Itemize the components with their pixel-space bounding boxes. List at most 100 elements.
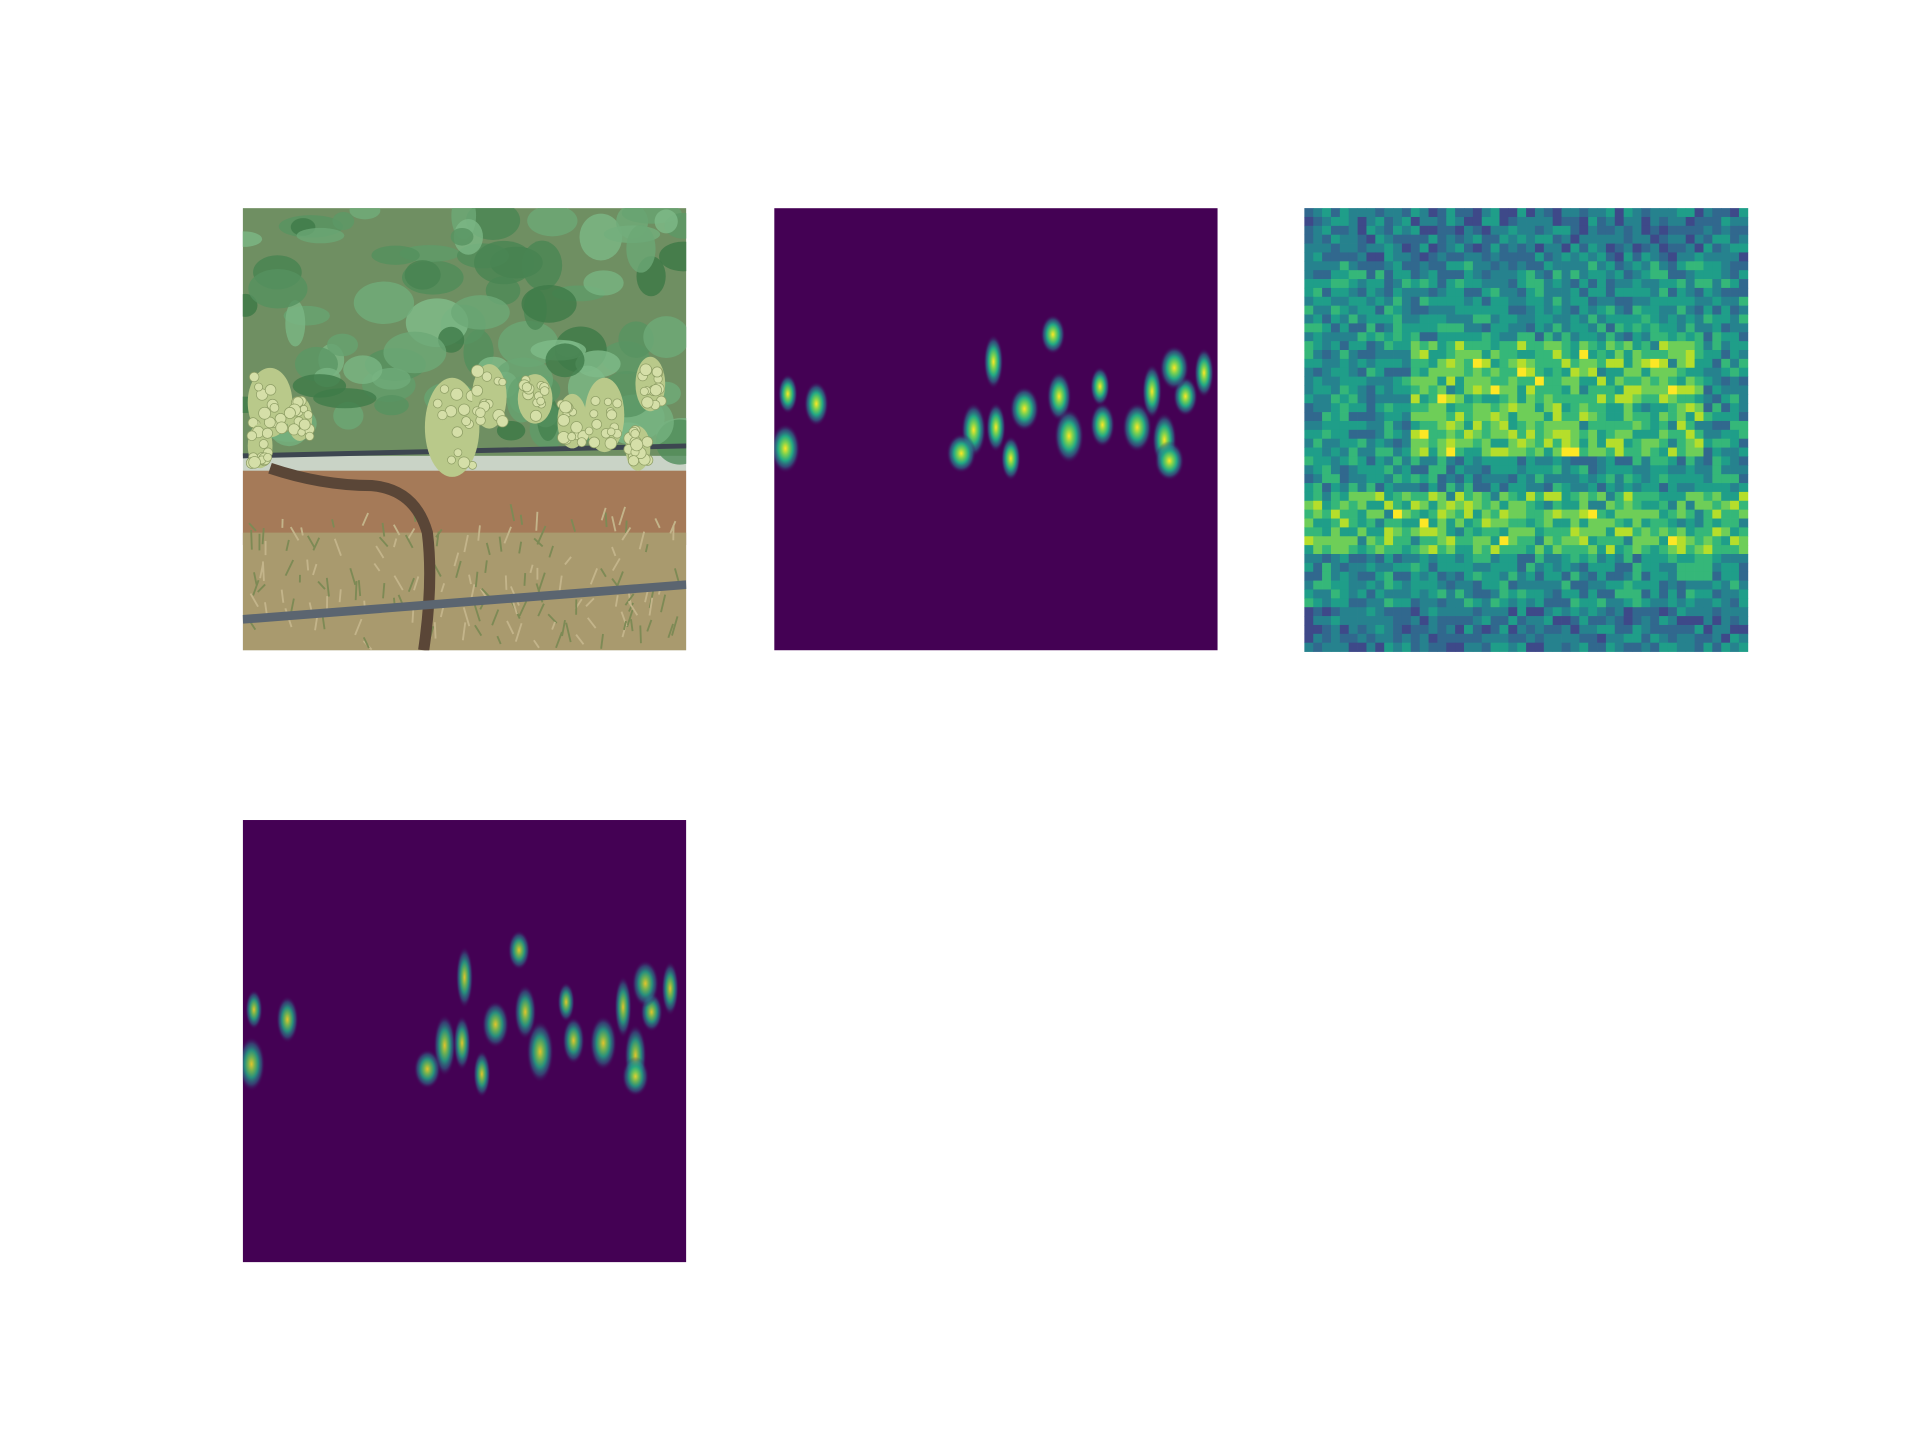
heatmap-cell: [1357, 491, 1367, 502]
heatmap-cell: [1508, 270, 1518, 280]
heatmap-cell: [1570, 527, 1580, 537]
heatmap-cell: [1472, 483, 1483, 493]
heatmap-cell: [1472, 465, 1483, 475]
heatmap-cell: [1730, 270, 1740, 280]
heatmap-cell: [1330, 305, 1341, 315]
heatmap-cell: [1605, 350, 1616, 360]
heatmap-cell: [1632, 580, 1642, 590]
heatmap-cell: [1526, 420, 1536, 431]
leaf: [450, 227, 474, 246]
heatmap-cell: [1517, 208, 1527, 218]
heatmap-cell: [1614, 420, 1625, 431]
heatmap-cell: [1455, 518, 1465, 528]
heatmap-cell: [1534, 616, 1545, 626]
heatmap-cell: [1481, 447, 1491, 457]
heatmap-cell: [1446, 350, 1456, 360]
heatmap-cell: [1738, 562, 1749, 573]
heatmap-cell: [1703, 332, 1713, 342]
heatmap-cell: [1570, 447, 1580, 457]
heatmap-cell: [1330, 589, 1341, 599]
heatmap-cell: [1499, 509, 1509, 519]
heatmap-cell: [1446, 500, 1456, 511]
heatmap-cell: [1517, 332, 1527, 342]
prediction-blob: [413, 1049, 441, 1089]
heatmap-cell: [1579, 376, 1589, 386]
heatmap-cell: [1543, 562, 1554, 573]
heatmap-cell: [1384, 279, 1394, 289]
heatmap-cell: [1614, 456, 1625, 466]
heatmap-cell: [1552, 616, 1562, 626]
heatmap-cell: [1534, 589, 1545, 599]
heatmap-cell: [1597, 509, 1607, 519]
heatmap-cell: [1614, 589, 1625, 599]
heatmap-cell: [1304, 545, 1314, 555]
heatmap-cell: [1339, 616, 1350, 626]
heatmap-cell: [1348, 412, 1358, 422]
heatmap-cell: [1322, 270, 1332, 280]
heatmap-cell: [1650, 491, 1660, 502]
heatmap-cell: [1605, 483, 1616, 493]
heatmap-cell: [1614, 633, 1625, 644]
grass-blade: [518, 601, 528, 617]
heatmap-cell: [1481, 642, 1491, 652]
heatmap-cell: [1410, 261, 1421, 271]
heatmap-cell: [1401, 571, 1412, 581]
heatmap-cell: [1605, 358, 1616, 369]
heatmap-cell: [1632, 429, 1642, 440]
heatmap-cell: [1676, 234, 1687, 244]
heatmap-cell: [1472, 412, 1483, 422]
grape: [559, 400, 573, 414]
heatmap-cell: [1667, 358, 1678, 369]
heatmap-cell: [1623, 536, 1633, 546]
heatmap-cell: [1667, 536, 1678, 546]
grass-blade: [625, 520, 628, 534]
heatmap-cell: [1419, 287, 1429, 298]
heatmap-cell: [1401, 438, 1412, 448]
heatmap-cell: [1384, 429, 1394, 440]
heatmap-cell: [1685, 243, 1695, 253]
heatmap-cell: [1499, 580, 1509, 590]
heatmap-cell: [1650, 261, 1660, 271]
heatmap-cell: [1676, 518, 1687, 528]
heatmap-cell: [1588, 420, 1598, 431]
heatmap-cell: [1694, 420, 1704, 431]
heatmap-cell: [1730, 385, 1740, 395]
heatmap-cell: [1322, 500, 1332, 511]
heatmap-cell: [1685, 491, 1695, 502]
heatmap-cell: [1490, 429, 1500, 440]
heatmap-cell: [1472, 580, 1483, 590]
heatmap-cell: [1508, 465, 1518, 475]
heatmap-cell: [1526, 491, 1536, 502]
heatmap-cell: [1455, 642, 1465, 652]
heatmap-cell: [1534, 216, 1545, 227]
grass-blade: [537, 603, 545, 617]
heatmap-cell: [1322, 616, 1332, 626]
heatmap-cell: [1623, 358, 1633, 369]
heatmap-cell: [1313, 296, 1323, 307]
heatmap-cell: [1384, 261, 1394, 271]
heatmap-cell: [1330, 350, 1341, 360]
grass-blade: [306, 559, 310, 571]
heatmap-cell: [1650, 633, 1660, 644]
heatmap-cell: [1472, 562, 1483, 573]
heatmap-cell: [1579, 243, 1589, 253]
heatmap-cell: [1605, 500, 1616, 511]
heatmap-cell: [1676, 500, 1687, 511]
heatmap-cell: [1676, 403, 1687, 413]
heatmap-cell: [1499, 536, 1509, 546]
heatmap-cell: [1703, 208, 1713, 218]
heatmap-cell: [1712, 394, 1722, 404]
heatmap-cell: [1543, 385, 1554, 395]
heatmap-cell: [1517, 225, 1527, 236]
heatmap-cell: [1419, 385, 1429, 395]
heatmap-cell: [1472, 527, 1483, 537]
heatmap-cell: [1685, 474, 1695, 484]
heatmap-cell: [1384, 536, 1394, 546]
heatmap-cell: [1490, 642, 1500, 652]
grass-blade: [485, 542, 491, 556]
heatmap-cell: [1499, 624, 1509, 635]
heatmap-cell: [1712, 305, 1722, 315]
heatmap-cell: [1339, 279, 1350, 289]
heatmap-cell: [1614, 332, 1625, 342]
heatmap-cell: [1597, 261, 1607, 271]
